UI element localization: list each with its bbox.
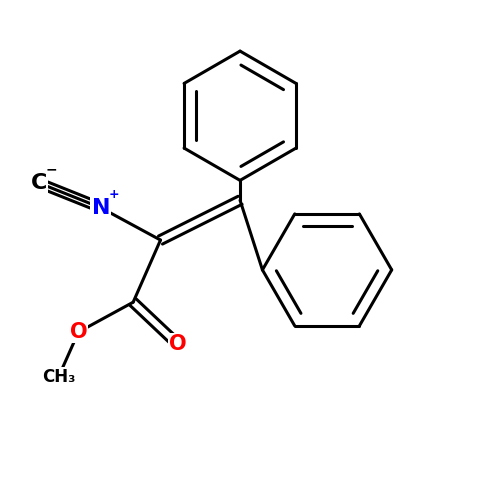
Text: +: + xyxy=(109,188,120,201)
Text: O: O xyxy=(169,334,186,354)
Text: CH₃: CH₃ xyxy=(42,368,76,386)
Text: N: N xyxy=(92,198,110,218)
Text: O: O xyxy=(70,322,87,342)
Text: −: − xyxy=(46,162,57,176)
Text: C: C xyxy=(30,173,47,193)
